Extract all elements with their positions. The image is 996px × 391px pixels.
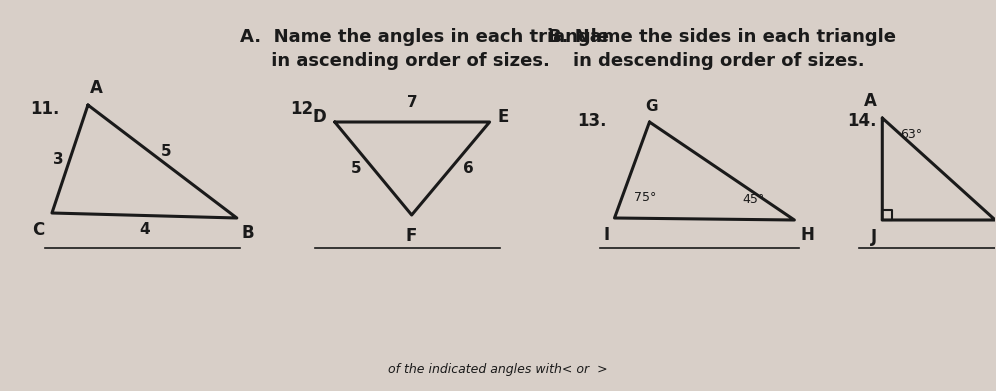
Text: 75°: 75° [634, 191, 657, 204]
Text: of the indicated angles with< or  >: of the indicated angles with< or > [387, 364, 608, 377]
Text: H: H [801, 226, 815, 244]
Text: 5: 5 [351, 161, 362, 176]
Text: B: B [242, 224, 254, 242]
Text: in descending order of sizes.: in descending order of sizes. [548, 52, 865, 70]
Text: in ascending order of sizes.: in ascending order of sizes. [240, 52, 550, 70]
Text: 14.: 14. [848, 112, 876, 130]
Text: C: C [32, 221, 44, 239]
Text: 7: 7 [406, 95, 417, 110]
Text: 3: 3 [53, 151, 64, 167]
Text: G: G [645, 99, 657, 114]
Text: E: E [498, 108, 509, 126]
Text: F: F [406, 227, 417, 245]
Text: 4: 4 [139, 222, 149, 237]
Text: B. Name the sides in each triangle: B. Name the sides in each triangle [548, 28, 895, 46]
Text: A: A [865, 92, 877, 110]
Text: J: J [872, 228, 877, 246]
Text: A.  Name the angles in each triangle: A. Name the angles in each triangle [240, 28, 609, 46]
Text: D: D [313, 108, 327, 126]
Text: 11.: 11. [30, 100, 60, 118]
Text: I: I [604, 226, 610, 244]
Text: 6: 6 [462, 161, 473, 176]
Text: 12.: 12. [290, 100, 320, 118]
Text: 63°: 63° [900, 128, 922, 141]
Text: 13.: 13. [578, 112, 607, 130]
Text: 45°: 45° [742, 193, 765, 206]
Text: A: A [90, 79, 103, 97]
Text: 5: 5 [161, 144, 171, 159]
